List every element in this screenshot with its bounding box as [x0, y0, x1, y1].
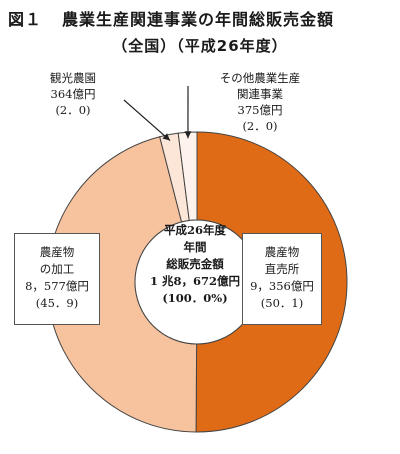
center-line1: 平成26年度 [163, 223, 226, 237]
label-processing-line4: (45．9) [35, 296, 79, 310]
label-processing-line2: の加工 [39, 262, 75, 276]
label-processing-line1: 農産物 [39, 245, 75, 259]
label-direct-sales-line1: 農産物 [264, 245, 300, 259]
label-other: その他農業生産 関連事業 375億円 (2．0) [190, 70, 330, 134]
center-total-label: 平成26年度 年間 総販売金額 1 兆8，672億円 (100．0%) [135, 222, 255, 307]
figure-number: 図１ [8, 10, 43, 29]
label-processing-line3: 8，577億円 [25, 279, 89, 293]
label-tourist-farm-line3: (2．0) [55, 103, 91, 117]
center-line2: 年間 [183, 240, 207, 254]
label-other-line3: 375億円 [237, 103, 283, 117]
label-other-line4: (2．0) [242, 119, 278, 133]
label-direct-sales-line3: 9，356億円 [250, 279, 314, 293]
label-tourist-farm: 観光農園 364億円 (2．0) [28, 70, 118, 118]
label-other-line1: その他農業生産 [219, 71, 301, 85]
title-text: 農業生産関連事業の年間総販売金額 [62, 10, 335, 29]
leader-tourist-farm-head [162, 133, 171, 141]
label-other-line2: 関連事業 [237, 87, 283, 101]
chart-title: 図１ 農業生産関連事業の年間総販売金額 [8, 6, 392, 30]
label-processing: 農産物 の加工 8，577億円 (45．9) [14, 233, 100, 325]
chart-subtitle: （全国）（平成26年度） [112, 37, 288, 55]
label-direct-sales-line4: (50．1) [260, 296, 304, 310]
center-line3: 総販売金額 [166, 257, 224, 271]
center-line5: (100．0%) [162, 291, 228, 305]
label-direct-sales: 農産物 直売所 9，356億円 (50．1) [242, 233, 322, 325]
label-tourist-farm-line1: 観光農園 [50, 71, 96, 85]
leader-tourist-farm [123, 99, 171, 142]
label-direct-sales-line2: 直売所 [264, 262, 300, 276]
label-tourist-farm-line2: 364億円 [50, 87, 96, 101]
center-line4: 1 兆8，672億円 [149, 274, 240, 288]
leader-other-head [184, 131, 192, 139]
